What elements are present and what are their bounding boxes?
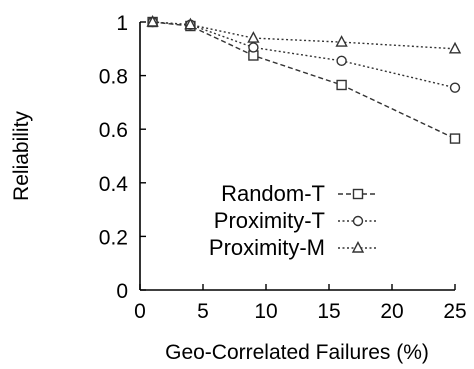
legend-marker-triangle	[351, 240, 365, 253]
data-point-circle	[449, 82, 461, 93]
series-proximity-m	[146, 14, 462, 54]
data-point-triangle	[146, 14, 159, 27]
y-tick-label: 0.8	[99, 66, 128, 89]
legend-label: Proximity-T	[214, 208, 325, 233]
data-point-triangle	[448, 41, 462, 54]
data-point-circle	[248, 42, 259, 53]
y-tick-label: 0.6	[99, 119, 128, 142]
legend-marker-circle	[352, 215, 364, 227]
x-tick-label: 25	[443, 300, 466, 323]
x-axis-label: Geo-Correlated Failures (%)	[165, 341, 429, 364]
x-tick-label: 0	[134, 300, 146, 323]
data-point-triangle	[184, 17, 197, 30]
legend-label: Proximity-M	[209, 235, 325, 260]
y-tick-label: 0	[116, 280, 128, 303]
series-line	[152, 21, 456, 50]
y-axis-label: Reliability	[10, 111, 33, 201]
y-tick-label: 0.4	[99, 173, 129, 196]
series-line	[152, 21, 456, 89]
series-random-t	[147, 16, 461, 144]
data-point-circle	[336, 55, 347, 67]
data-point-square	[336, 79, 347, 91]
axes	[139, 22, 455, 291]
x-ticks: 0 5 10 15 20 25	[134, 284, 467, 323]
y-ticks: 0 0.2 0.4 0.6 0.8 1	[99, 12, 146, 303]
legend-marker-square	[352, 188, 364, 200]
y-tick-label: 0.2	[99, 226, 128, 249]
legend-label: Random-T	[221, 181, 325, 206]
data-point-triangle	[335, 35, 348, 47]
series-layer	[146, 14, 462, 144]
x-tick-label: 20	[380, 300, 403, 323]
series-line	[152, 21, 456, 140]
data-point-triangle	[247, 31, 260, 43]
x-tick-label: 15	[317, 300, 340, 323]
x-tick-label: 10	[254, 300, 277, 323]
y-tick-label: 1	[116, 12, 128, 35]
x-tick-label: 5	[197, 300, 209, 323]
data-point-square	[449, 133, 461, 144]
